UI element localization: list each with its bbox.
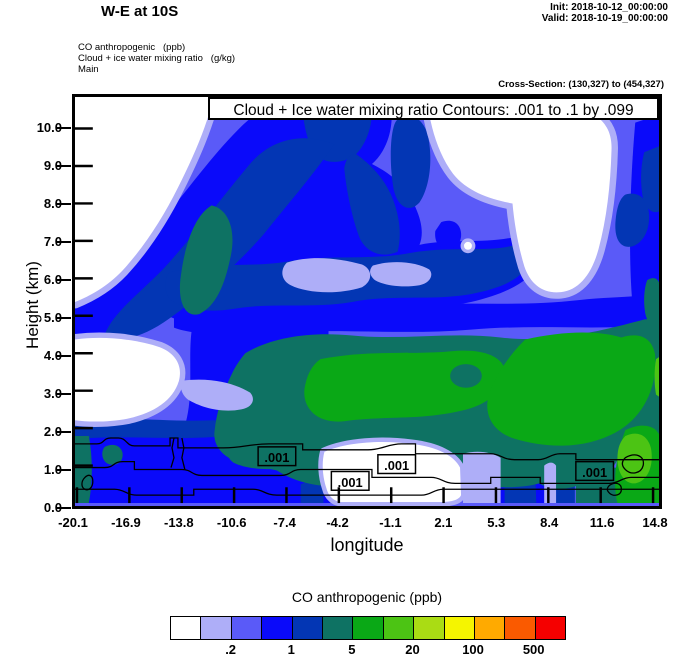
colorbar-cell xyxy=(504,617,535,639)
contour-label-box xyxy=(377,454,417,475)
init-time: Init: 2018-10-12_00:00:00 xyxy=(550,2,668,13)
y-axis-tick-label: 0.0 xyxy=(43,500,62,515)
colorbar-cell xyxy=(352,617,383,639)
y-axis-tick-mark xyxy=(57,203,71,205)
colorbar-boundary-label: 5 xyxy=(348,642,356,657)
y-axis-tick-label: 5.0 xyxy=(43,310,62,325)
x-axis-tick-label: -7.4 xyxy=(273,515,296,530)
y-axis-tick-label: 6.0 xyxy=(43,272,62,287)
x-axis-tick-label: 8.4 xyxy=(540,515,559,530)
y-axis-tick-label: 10.0 xyxy=(36,120,62,135)
contour-label-text: .001 xyxy=(264,450,289,465)
colorbar-boundary-label: .2 xyxy=(225,642,237,657)
x-axis-tick-label: -10.6 xyxy=(216,515,247,530)
y-axis-tick-label: 1.0 xyxy=(43,462,62,477)
legend-line-domain: Main xyxy=(78,64,99,75)
colorbar-cell xyxy=(200,617,231,639)
y-axis-tick-mark xyxy=(57,241,71,243)
y-axis-tick-mark xyxy=(57,279,71,281)
cross-section-plot: .001 .001 .001 .001 xyxy=(75,97,659,506)
contour-label-text: .001 xyxy=(338,475,363,490)
model-times: Init: 2018-10-12_00:00:00 Valid: 2018-10… xyxy=(542,2,668,24)
colorbar-boundary-label: 1 xyxy=(287,642,295,657)
colorbar-title: CO anthropogenic (ppb) xyxy=(291,589,443,605)
y-axis-tick-mark xyxy=(57,469,71,471)
colorbar-cell xyxy=(413,617,444,639)
y-axis-title: Height (km) xyxy=(23,261,42,349)
x-axis-tick-label: -1.1 xyxy=(379,515,402,530)
x-axis-tick-label: -20.1 xyxy=(58,515,88,530)
y-axis-tick-label: 4.0 xyxy=(43,348,62,363)
y-axis-tick-mark xyxy=(57,507,71,509)
colorbar-boundary-label: 20 xyxy=(405,642,420,657)
contour-label-text: .001 xyxy=(582,465,607,480)
y-axis-tick-mark xyxy=(57,165,71,167)
lavender-patches xyxy=(181,258,557,504)
contour-label-text: .001 xyxy=(384,458,409,473)
cloud-ice-contour-lines xyxy=(75,437,659,496)
colorbar-cell xyxy=(230,617,262,639)
y-axis-tick-label: 9.0 xyxy=(43,158,62,173)
cross-section-plot-frame: .001 .001 .001 .001 Cloud + Ice water mixin… xyxy=(72,94,662,509)
field-legend: CO anthropogenic (ppb) Cloud + ice water… xyxy=(78,42,235,75)
y-axis-tick-mark xyxy=(57,355,71,357)
contour-info-title: Cloud + Ice water mixing ratio Contours:… xyxy=(208,97,659,120)
x-axis-tick-label: 5.3 xyxy=(487,515,506,530)
figure-title: W-E at 10S xyxy=(101,3,179,20)
y-axis-tick-mark xyxy=(57,431,71,433)
colorbar-cell xyxy=(171,617,201,639)
colorbar-cell xyxy=(473,617,505,639)
colorbar-cell xyxy=(382,617,414,639)
contour-label-box xyxy=(330,470,370,491)
legend-line-co: CO anthropogenic (ppb) xyxy=(78,42,186,53)
y-axis-tick-mark xyxy=(57,127,71,129)
colorbar-cell xyxy=(261,617,292,639)
axis-tick-marks xyxy=(75,127,655,504)
x-axis-tick-label: -4.2 xyxy=(326,515,349,530)
white-patches xyxy=(75,97,618,506)
y-axis-tick-mark xyxy=(57,393,71,395)
x-axis-tick-label: -16.9 xyxy=(111,515,141,530)
contour-label-box xyxy=(575,460,615,482)
y-axis-tick-label: 7.0 xyxy=(43,234,62,249)
colorbar-cell xyxy=(291,617,322,639)
colorbar-cell xyxy=(534,617,566,639)
colorbar xyxy=(170,616,566,640)
colorbar-cell xyxy=(443,617,474,639)
y-axis-tick-label: 8.0 xyxy=(43,196,62,211)
valid-time: Valid: 2018-10-19_00:00:00 xyxy=(541,13,668,24)
x-axis-tick-label: 11.6 xyxy=(589,515,615,530)
colorbar-boundary-label: 500 xyxy=(522,642,545,657)
x-axis-tick-label: 14.8 xyxy=(642,515,668,530)
legend-line-cloud-ice: Cloud + ice water mixing ratio (g/kg) xyxy=(78,53,236,64)
y-axis-tick-label: 2.0 xyxy=(43,424,62,439)
colorbar-cell xyxy=(321,617,353,639)
x-axis-tick-label: 2.1 xyxy=(434,515,453,530)
cross-section-label: Cross-Section: (130,327) to (454,327) xyxy=(498,79,664,90)
y-axis-tick-label: 3.0 xyxy=(43,386,62,401)
x-axis-tick-label: -13.8 xyxy=(163,515,194,530)
y-axis-tick-mark xyxy=(57,317,71,319)
contour-label-boxes: .001 .001 .001 .001 xyxy=(257,446,615,491)
x-axis-title: longitude xyxy=(330,535,404,555)
colorbar-boundary-label: 100 xyxy=(462,642,484,657)
contour-label-box xyxy=(257,446,297,467)
